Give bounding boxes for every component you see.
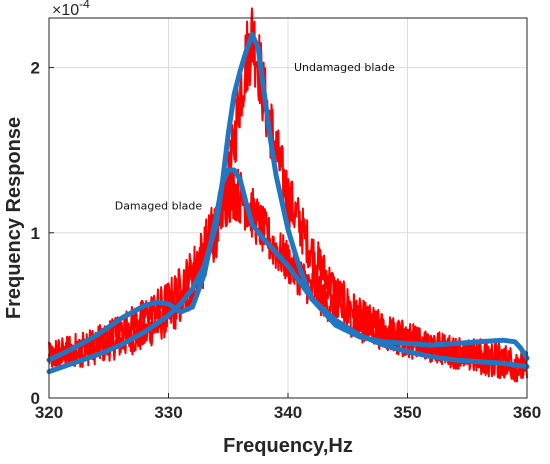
y-axis-scale-base: ×10 (52, 2, 79, 19)
x-tick-label: 350 (393, 403, 421, 422)
x-axis-label: Frequency,Hz (223, 435, 353, 457)
smoothed-response-line (46, 167, 530, 370)
y-tick-label: 2 (31, 59, 40, 78)
annotation-undamaged-blade: Undamaged blade (294, 61, 395, 74)
x-tick-label: 330 (154, 403, 182, 422)
y-tick-label: 1 (31, 224, 40, 243)
y-axis-label: Frequency Response (3, 117, 25, 319)
series-layer (46, 7, 530, 383)
x-tick-label: 340 (274, 403, 302, 422)
y-axis-scale-exponent: -4 (79, 0, 90, 11)
x-tick-label: 360 (513, 403, 541, 422)
y-tick-label: 0 (31, 389, 40, 408)
annotation-damaged-blade: Damaged blade (115, 200, 203, 213)
y-axis-scale-factor: ×10-4 (52, 0, 90, 19)
x-tick-label: 320 (35, 403, 63, 422)
ticks: 320 330 340 350 360 0 1 2 (31, 59, 542, 422)
